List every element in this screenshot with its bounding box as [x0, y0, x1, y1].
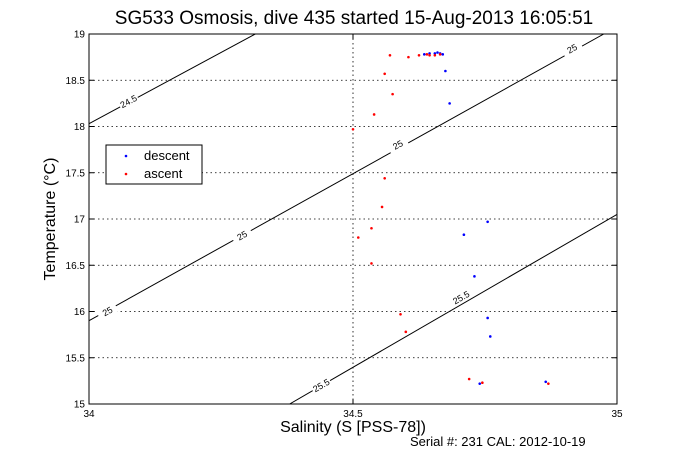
descent-point-11 — [488, 335, 492, 338]
y-tick-label-2: 16 — [74, 307, 86, 318]
ascent-point-5 — [407, 55, 410, 59]
y-tick-label-4: 17 — [74, 215, 86, 226]
descent-point-0 — [422, 53, 426, 56]
ascent-point-1 — [433, 53, 437, 57]
ascent-point-18 — [467, 377, 471, 381]
x-tick-label-2: 35 — [611, 409, 623, 420]
density-contours — [89, 34, 617, 404]
y-tick-label-8: 19 — [74, 30, 86, 41]
ascent-point-12 — [380, 205, 384, 209]
contour-label-1-1: 25 — [230, 225, 254, 245]
serial-cal-footer: Serial #: 231 CAL: 2012-10-19 — [410, 434, 586, 449]
descent-point-1 — [428, 52, 431, 55]
y-axis-label: Temperature (°C) — [42, 158, 59, 281]
descent-point-5 — [441, 53, 445, 56]
ascent-point-8 — [391, 92, 394, 96]
contour-label-bg — [230, 225, 254, 245]
descent-point-12 — [544, 380, 548, 384]
legend-marker-descent — [124, 154, 128, 158]
data-points — [351, 51, 550, 385]
ascent-point-7 — [383, 72, 386, 76]
y-tick-label-1: 15.5 — [66, 353, 86, 364]
descent-point-8 — [462, 233, 466, 237]
y-tick-label-0: 15 — [74, 400, 86, 411]
y-tick-label-3: 16.5 — [66, 261, 86, 272]
contour-label-1-2: 25 — [386, 134, 410, 155]
y-tick-label-5: 17.5 — [66, 168, 86, 179]
ascent-point-9 — [372, 113, 376, 116]
x-axis-label: Salinity (S [PSS-78]) — [280, 419, 426, 436]
ascent-point-13 — [370, 226, 373, 230]
ascent-point-14 — [356, 236, 360, 239]
ascent-point-20 — [547, 382, 550, 385]
axis-ticks: 34 34.5 35 15 15.5 16 16.5 17 17.5 18 18.5 19 — [66, 30, 623, 421]
contour-label-bg — [116, 91, 140, 111]
legend: descent ascent — [105, 144, 203, 185]
descent-point-2 — [433, 52, 437, 55]
ascent-point-17 — [404, 330, 408, 334]
contour-line-1 — [89, 34, 605, 322]
descent-point-14 — [478, 382, 482, 385]
contour-label-text: 25 — [391, 138, 405, 152]
descent-point-9 — [473, 275, 476, 278]
contour-label-text: 25 — [235, 229, 249, 243]
descent-point-3 — [436, 51, 439, 54]
y-tick-label-6: 18 — [74, 122, 86, 133]
ascent-point-0 — [438, 53, 442, 56]
contour-label-1-0: 25 — [95, 301, 119, 321]
contour-label-bg — [386, 134, 410, 155]
ascent-point-2 — [428, 53, 431, 57]
contour-label-bg — [309, 375, 333, 395]
contour-line-2 — [289, 213, 617, 404]
descent-point-13 — [486, 220, 489, 224]
contour-label-text: 25 — [565, 42, 579, 56]
contour-label-bg — [560, 38, 584, 59]
descent-point-7 — [448, 102, 451, 105]
ascent-point-4 — [417, 53, 421, 57]
contour-label-1-3: 25 — [560, 38, 584, 59]
legend-label-ascent: ascent — [144, 166, 183, 181]
contour-label-bg — [449, 287, 473, 307]
ascent-point-11 — [383, 177, 386, 180]
descent-point-10 — [486, 316, 489, 320]
ascent-point-6 — [388, 53, 392, 57]
descent-point-6 — [444, 69, 447, 73]
legend-label-descent: descent — [144, 148, 190, 163]
x-tick-label-0: 34 — [83, 409, 95, 420]
contour-label-text: 25 — [101, 305, 115, 319]
ascent-point-15 — [370, 262, 373, 265]
chart-title: SG533 Osmosis, dive 435 started 15-Aug-2… — [115, 8, 593, 29]
ascent-point-10 — [351, 127, 355, 131]
contour-label-bg — [95, 301, 119, 321]
ascent-point-19 — [481, 381, 484, 385]
ascent-point-16 — [399, 312, 402, 316]
grid — [89, 34, 617, 404]
y-tick-label-7: 18.5 — [66, 76, 86, 87]
x-tick-label-1: 34.5 — [343, 409, 363, 420]
legend-box — [105, 144, 203, 185]
ascent-point-3 — [425, 53, 429, 56]
contour-line-0 — [89, 34, 256, 125]
legend-marker-ascent — [124, 172, 128, 176]
